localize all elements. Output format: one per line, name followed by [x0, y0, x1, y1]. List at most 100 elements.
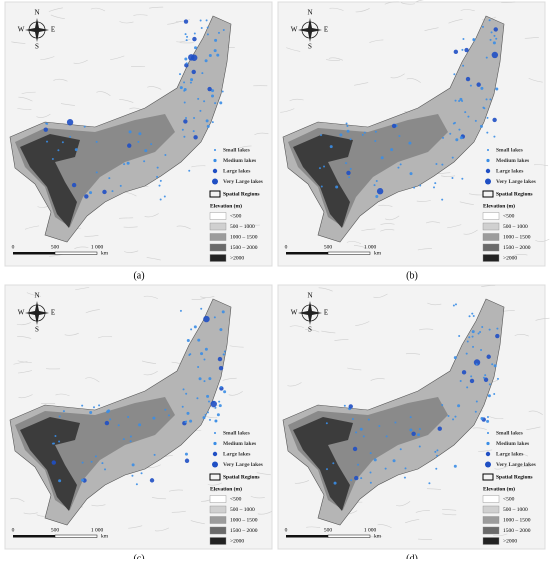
legend-label: Spatial Regions — [496, 191, 533, 197]
lake — [457, 404, 460, 407]
lake — [348, 176, 350, 178]
lake — [159, 185, 161, 187]
lake — [326, 422, 328, 424]
lake — [436, 449, 438, 451]
lake — [190, 328, 192, 330]
legend-lake-icon — [212, 462, 218, 468]
lake — [150, 143, 152, 145]
legend-title: Elevation (m) — [483, 485, 515, 492]
lake — [435, 468, 437, 470]
scale-unit: km — [101, 533, 109, 539]
panel-label: (c) — [133, 553, 144, 559]
legend-lake-icon — [214, 432, 216, 434]
lake — [493, 393, 495, 395]
lake — [350, 168, 352, 170]
lake — [102, 190, 106, 194]
legend-label: Very Large lakes — [223, 462, 263, 468]
lake — [480, 125, 483, 128]
lake — [489, 19, 491, 21]
lake — [470, 379, 474, 383]
lake — [364, 132, 366, 134]
lake — [376, 180, 378, 182]
lake — [156, 176, 158, 178]
lake — [197, 339, 200, 342]
lake — [183, 81, 185, 83]
lake — [410, 416, 412, 418]
lake — [320, 134, 322, 136]
compass-label: E — [51, 26, 55, 34]
lake — [470, 85, 472, 87]
scale-label: 500 — [51, 244, 60, 250]
lake — [136, 483, 138, 485]
lake — [494, 364, 497, 367]
legend-lake-icon — [213, 159, 216, 162]
lake — [57, 149, 59, 151]
lake — [400, 448, 402, 450]
scale-label: 0 — [285, 244, 288, 250]
lake — [95, 455, 97, 457]
legend-label: 1000 – 1500 — [230, 517, 258, 523]
legend-label: 1000 – 1500 — [503, 234, 531, 240]
lake — [326, 468, 328, 470]
compass-label: S — [308, 326, 312, 334]
lake — [185, 33, 187, 35]
lake — [478, 333, 480, 335]
lake — [98, 404, 100, 406]
legend-swatch — [483, 255, 499, 262]
lake — [350, 138, 352, 140]
lake — [467, 116, 469, 118]
lake — [466, 353, 468, 355]
lake — [69, 136, 71, 138]
lake — [193, 117, 195, 119]
lake — [488, 394, 491, 397]
lake — [482, 107, 484, 109]
legend-label: Medium lakes — [223, 441, 256, 447]
lake — [484, 374, 486, 376]
legend-label: <500 — [230, 213, 242, 219]
scale-label: 0 — [12, 244, 15, 250]
lake — [184, 88, 187, 91]
lake — [462, 65, 464, 67]
lake — [127, 416, 129, 418]
lake — [207, 411, 209, 413]
lake — [184, 19, 188, 23]
lake — [46, 123, 48, 125]
lake — [200, 352, 203, 355]
lake — [93, 406, 95, 408]
legend-label: 1000 – 1500 — [230, 234, 258, 240]
lake — [377, 188, 383, 194]
lake — [352, 418, 354, 420]
lake — [419, 428, 421, 430]
lake — [203, 380, 205, 382]
lake — [460, 380, 462, 382]
legend-title: Elevation (m) — [210, 485, 242, 492]
lake — [491, 363, 493, 365]
lake — [408, 142, 411, 145]
lake — [452, 418, 454, 420]
lake — [141, 472, 143, 474]
lake — [495, 38, 497, 40]
lake — [224, 351, 226, 353]
lake — [323, 165, 325, 167]
legend-label: 500 – 1000 — [503, 507, 528, 513]
lake — [62, 141, 64, 143]
lake — [434, 451, 436, 453]
lake — [410, 172, 413, 175]
lake — [321, 186, 323, 188]
lake — [219, 366, 223, 370]
lake — [419, 445, 421, 447]
lake — [205, 414, 207, 416]
legend-label: Very Large lakes — [496, 179, 536, 185]
lake — [374, 184, 376, 186]
lake — [404, 477, 406, 479]
lake — [214, 316, 216, 318]
lake — [182, 129, 184, 131]
lake — [349, 404, 353, 408]
lake — [462, 38, 464, 40]
panel-label: (d) — [406, 553, 418, 559]
lake — [186, 36, 188, 38]
lake — [441, 199, 443, 201]
lake — [451, 177, 453, 179]
lake — [369, 471, 371, 473]
